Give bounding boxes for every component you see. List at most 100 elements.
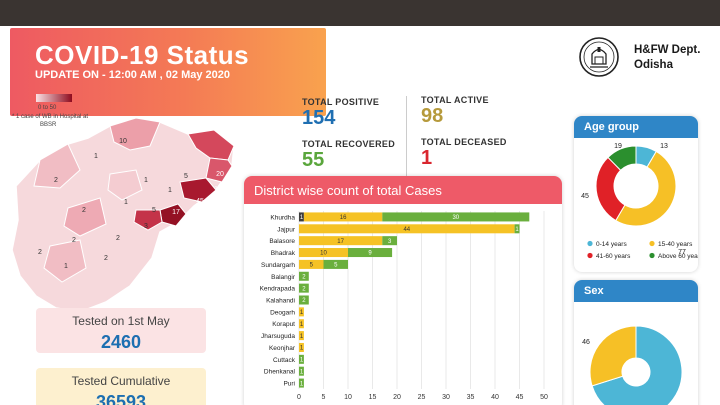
map-legend-scale	[36, 94, 72, 102]
map-district-label: 5	[184, 173, 188, 180]
map-district-label: 2	[54, 177, 58, 184]
odisha-district-map: 10 1 1 5 20 1 45 1 19 5 2 2 2 2 2 3 1 2 …	[11, 94, 235, 313]
y-category-label: Puri	[283, 381, 295, 388]
donut-slice	[607, 145, 637, 171]
map-district-label: 45	[196, 198, 204, 205]
bar-segment	[382, 212, 530, 222]
bar-segment	[299, 212, 304, 222]
x-tick-label: 15	[369, 394, 377, 401]
legend-label: 0-14 years	[596, 241, 627, 248]
total-deceased-value: 1	[421, 147, 433, 169]
dashboard-page: COVID-19 Status UPDATE ON - 12:00 AM , 0…	[0, 26, 720, 405]
page-title: COVID-19 Status	[35, 40, 250, 70]
map-district	[109, 117, 161, 151]
x-tick-label: 40	[491, 394, 499, 401]
bar-data-label: 10	[320, 251, 327, 257]
y-category-label: Balangir	[271, 274, 296, 281]
sex-donut-chart: 10846	[582, 325, 683, 405]
bar-segment	[299, 354, 304, 364]
bar-data-label: 1	[300, 322, 304, 328]
bar-data-label: 1	[300, 381, 304, 387]
y-category-label: Keonjhar	[269, 345, 296, 352]
age-group-title: Age group	[584, 121, 639, 133]
district-chart-card: District wise count of total Cases 0 5 10 1…	[244, 176, 562, 405]
donut-slice	[589, 325, 637, 387]
bar-data-label: 1	[515, 227, 519, 233]
map-legend-range: 0 to 50	[38, 105, 57, 111]
dept-line-2: Odisha	[634, 59, 673, 71]
map-district	[33, 143, 81, 189]
bar-segment	[299, 259, 324, 269]
y-category-label: Balasore	[269, 238, 295, 245]
map-district	[205, 157, 233, 183]
sex-header: Sex	[574, 280, 698, 302]
legend-marker	[587, 252, 593, 259]
y-category-label: Kendrapada	[260, 286, 296, 293]
map-district-label: 1	[124, 199, 128, 206]
bar-data-label: 30	[452, 215, 459, 221]
bar-segment	[348, 248, 393, 258]
map-district-label: 17	[172, 209, 180, 216]
legend-label: 41-60 years	[596, 253, 631, 260]
bar-segment	[514, 224, 520, 234]
x-tick-label: 10	[344, 394, 352, 401]
map-footnote-line-1: * 1 case of WB in Hospital at	[12, 114, 89, 120]
district-chart-header: District wise count of total Cases	[244, 176, 562, 204]
window-top-bar	[0, 0, 720, 26]
tested-cumulative-box: Tested Cumulative 36593	[36, 368, 206, 405]
legend-marker	[649, 240, 655, 247]
x-tick-label: 5	[322, 394, 326, 401]
bar-data-label: 1	[300, 358, 304, 364]
tested-first-may-box: Tested on 1st May 2460	[36, 308, 206, 353]
slice-value-label: 45	[581, 193, 589, 200]
map-district-label: 1	[94, 153, 98, 160]
tested-cumulative-label: Tested Cumulative	[71, 374, 171, 388]
bar-data-label: 9	[368, 251, 372, 257]
update-timestamp: UPDATE ON - 12:00 AM , 02 May 2020	[35, 69, 231, 81]
bar-data-label: 16	[340, 215, 347, 221]
map-district-label: 19	[214, 186, 222, 193]
x-tick-label: 0	[297, 394, 301, 401]
total-active-value: 98	[421, 105, 444, 127]
bar-segment	[299, 283, 309, 293]
age-group-donut-chart: 13 77 45 19 0-14 years 15-40 years 41-60 years…	[581, 143, 698, 260]
map-district-label: 2	[104, 255, 108, 262]
map-district-label: 2	[116, 235, 120, 242]
map-district-label: 1	[168, 187, 172, 194]
y-category-label: Khurdha	[270, 214, 295, 221]
total-deceased-label: TOTAL DECEASED	[421, 137, 507, 147]
dept-line-1: H&FW Dept.	[634, 44, 701, 56]
map-district-label: 1	[64, 263, 68, 270]
map-district-label: 1	[144, 177, 148, 184]
dept-name: H&FW Dept. Odisha	[634, 43, 700, 73]
bar-segment	[303, 212, 383, 222]
bar-data-label: 1	[300, 346, 304, 352]
y-category-label: Cuttack	[273, 357, 296, 364]
y-category-label: Jharsuguda	[261, 333, 295, 340]
map-footnote-line-2: BBSR	[40, 122, 57, 128]
bar-segment	[299, 331, 304, 341]
bar-segment	[299, 307, 304, 317]
map-district-label: 20	[216, 171, 224, 178]
slice-value-label: 77	[678, 249, 686, 256]
map-district-label: 2	[72, 237, 76, 244]
bar-data-label: 2	[302, 298, 306, 304]
bar-data-label: 1	[300, 215, 304, 221]
y-category-label: Kalahandi	[266, 298, 295, 305]
bar-data-label: 2	[302, 286, 306, 292]
slice-value-label: 46	[582, 339, 590, 346]
total-positive-label: TOTAL POSITIVE	[302, 97, 380, 107]
legend-marker	[649, 252, 655, 259]
bar-segment	[323, 259, 348, 269]
legend-label: Above 60 years	[658, 253, 698, 260]
map-district-label: 5	[152, 207, 156, 214]
x-tick-label: 20	[393, 394, 401, 401]
tested-cumulative-value: 36593	[95, 392, 147, 405]
bar-segment	[299, 295, 309, 305]
x-tick-label: 30	[442, 394, 450, 401]
donut-slice	[615, 150, 677, 227]
bar-segment	[299, 271, 309, 281]
y-category-label: Koraput	[272, 321, 295, 328]
bar-segment	[299, 342, 304, 352]
